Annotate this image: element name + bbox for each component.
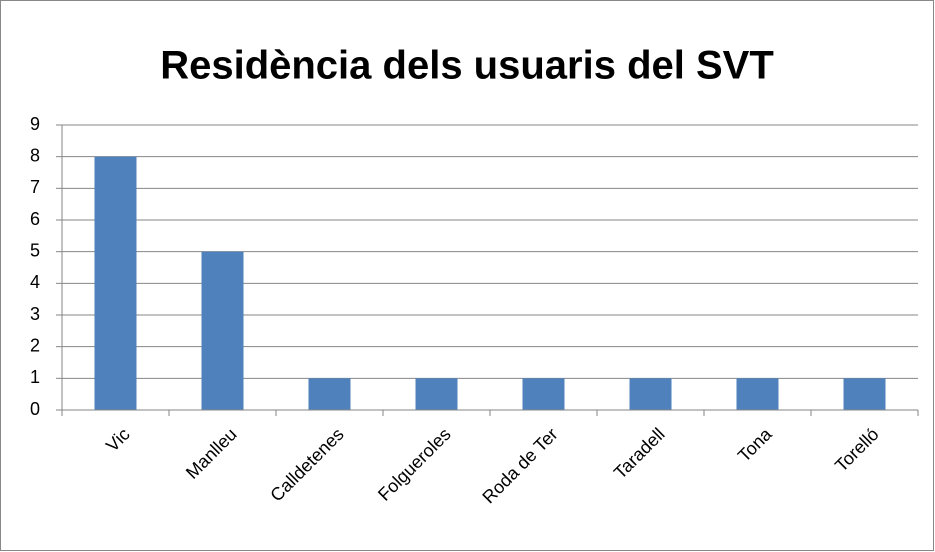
bar (308, 378, 351, 410)
y-tick-label: 4 (30, 272, 40, 292)
y-tick-label: 1 (30, 367, 40, 387)
chart-title: Residència dels usuaris del SVT (160, 44, 774, 88)
bar (629, 378, 672, 410)
bar (201, 251, 244, 410)
y-tick-label: 8 (30, 145, 40, 165)
y-tick-label: 6 (30, 209, 40, 229)
bar (415, 378, 458, 410)
y-tick-label: 9 (30, 114, 40, 134)
bar (843, 378, 886, 410)
y-tick-label: 0 (30, 399, 40, 419)
bar (736, 378, 779, 410)
bar (94, 156, 137, 410)
y-tick-label: 3 (30, 304, 40, 324)
bar (522, 378, 565, 410)
y-tick-label: 5 (30, 240, 40, 260)
y-tick-label: 2 (30, 335, 40, 355)
y-tick-label: 7 (30, 177, 40, 197)
